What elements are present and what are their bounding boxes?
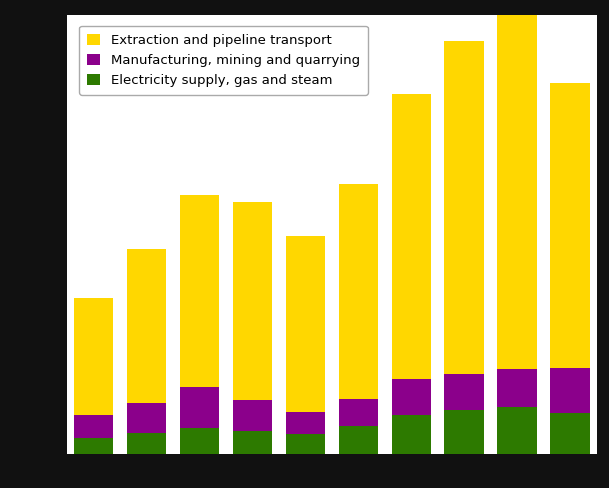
Bar [392,94,431,379]
Bar [392,379,431,415]
Bar [180,195,219,387]
Bar [286,411,325,434]
Bar [445,410,484,454]
Bar [392,415,431,454]
Bar [127,404,166,433]
Bar [74,438,113,454]
Bar [445,374,484,410]
Bar [498,407,537,454]
Bar [180,387,219,428]
Bar [74,298,113,415]
Bar [286,434,325,454]
Bar [551,83,590,367]
Bar [551,367,590,413]
Bar [498,369,537,407]
Bar [127,249,166,404]
Bar [339,426,378,454]
Bar [233,400,272,431]
Bar [74,415,113,438]
Bar [127,433,166,454]
Bar [339,399,378,426]
Bar [551,413,590,454]
Bar [445,41,484,374]
Bar [339,184,378,399]
Bar [180,428,219,454]
Legend: Extraction and pipeline transport, Manufacturing, mining and quarrying, Electric: Extraction and pipeline transport, Manuf… [79,26,368,95]
Bar [286,236,325,411]
Bar [233,431,272,454]
Bar [233,202,272,400]
Bar [498,11,537,369]
